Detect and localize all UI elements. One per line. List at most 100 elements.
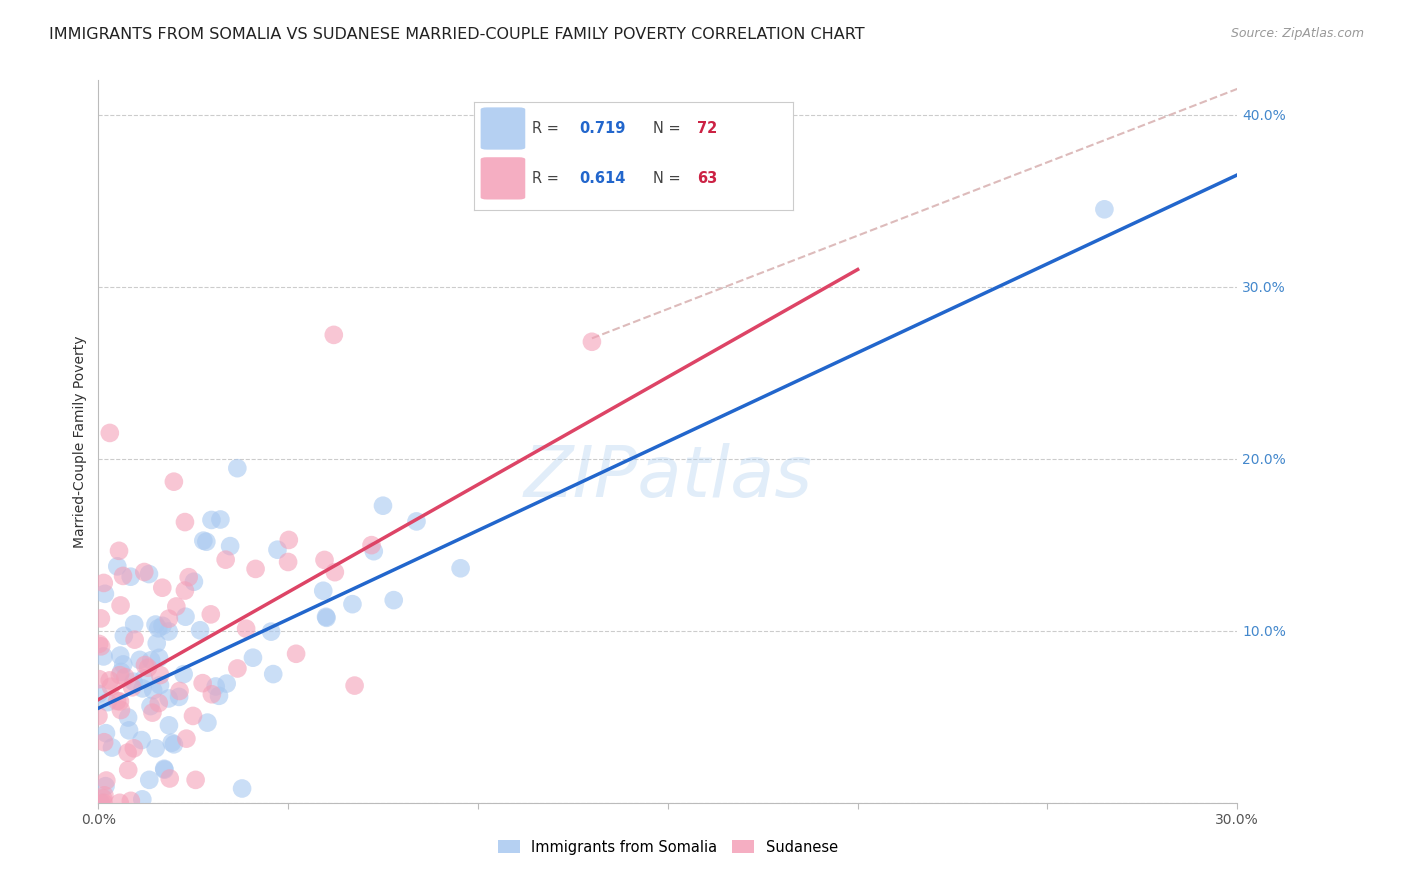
Point <box>371 499 394 513</box>
Point <box>98 673 121 688</box>
Point <box>97 695 120 709</box>
Point <box>90 611 112 625</box>
Point <box>191 676 214 690</box>
Point <box>105 559 128 574</box>
Point <box>142 683 165 698</box>
Point <box>108 668 131 682</box>
Point <box>105 694 128 708</box>
Point <box>219 539 242 553</box>
Point <box>141 706 163 720</box>
Point <box>176 731 198 746</box>
Point <box>262 667 284 681</box>
Point <box>201 687 224 701</box>
Point <box>343 679 366 693</box>
Point <box>323 565 346 579</box>
Point <box>314 553 336 567</box>
Point <box>450 561 472 575</box>
Point <box>134 658 156 673</box>
Text: Source: ZipAtlas.com: Source: ZipAtlas.com <box>1230 27 1364 40</box>
Point <box>90 796 112 810</box>
Point <box>181 709 204 723</box>
Point <box>148 621 170 635</box>
Point <box>110 599 132 613</box>
Point <box>266 542 288 557</box>
Point <box>108 648 131 663</box>
Point <box>100 680 122 694</box>
Point <box>173 667 195 681</box>
Point <box>131 681 153 696</box>
Y-axis label: Married-Couple Family Poverty: Married-Couple Family Poverty <box>73 335 87 548</box>
Point <box>174 609 197 624</box>
Point <box>315 611 337 625</box>
Point <box>145 741 167 756</box>
Point <box>122 741 145 756</box>
Point <box>183 574 205 589</box>
Point <box>231 781 253 796</box>
Point <box>159 772 181 786</box>
Point <box>136 661 159 675</box>
Point <box>145 636 167 650</box>
Point <box>93 735 115 749</box>
Point <box>87 637 110 651</box>
Point <box>214 552 236 566</box>
Point <box>360 538 382 552</box>
Point <box>382 593 405 607</box>
Point <box>174 583 197 598</box>
Point <box>322 327 344 342</box>
Point <box>112 657 135 672</box>
Point <box>152 619 174 633</box>
Point <box>122 674 145 689</box>
Point <box>132 672 155 686</box>
Point <box>96 773 118 788</box>
Point <box>121 681 143 695</box>
Point <box>94 587 117 601</box>
Point <box>277 533 299 547</box>
Point <box>165 599 187 614</box>
Point <box>94 779 117 793</box>
Point <box>226 661 249 675</box>
Point <box>153 763 176 777</box>
Point <box>108 694 131 708</box>
Point <box>405 515 427 529</box>
Point <box>184 772 207 787</box>
Point <box>242 650 264 665</box>
Point <box>245 562 267 576</box>
Point <box>110 665 132 679</box>
Point <box>131 733 153 747</box>
Point <box>226 461 249 475</box>
Point <box>204 680 226 694</box>
Point <box>150 581 173 595</box>
Point <box>149 668 172 682</box>
Point <box>90 640 112 654</box>
Point <box>200 607 222 622</box>
Point <box>197 715 219 730</box>
Point <box>87 709 110 723</box>
Point <box>285 647 308 661</box>
Point <box>98 425 121 440</box>
Point <box>131 792 153 806</box>
Point <box>200 513 222 527</box>
Point <box>342 597 364 611</box>
Point <box>87 687 110 701</box>
Point <box>1094 202 1116 217</box>
Point <box>277 555 299 569</box>
Point <box>112 569 135 583</box>
Point <box>141 653 163 667</box>
Point <box>120 794 142 808</box>
Point <box>193 533 215 548</box>
Point <box>163 475 186 489</box>
Point <box>157 624 180 639</box>
Point <box>117 710 139 724</box>
Point <box>363 544 385 558</box>
Point <box>153 762 176 776</box>
Text: IMMIGRANTS FROM SOMALIA VS SUDANESE MARRIED-COUPLE FAMILY POVERTY CORRELATION CH: IMMIGRANTS FROM SOMALIA VS SUDANESE MARR… <box>49 27 865 42</box>
Text: ZIPatlas: ZIPatlas <box>523 443 813 512</box>
Point <box>163 737 186 751</box>
Point <box>101 740 124 755</box>
Point <box>94 726 117 740</box>
Point <box>91 791 114 805</box>
Point <box>174 515 197 529</box>
Point <box>145 617 167 632</box>
Point <box>167 690 190 704</box>
Point <box>312 583 335 598</box>
